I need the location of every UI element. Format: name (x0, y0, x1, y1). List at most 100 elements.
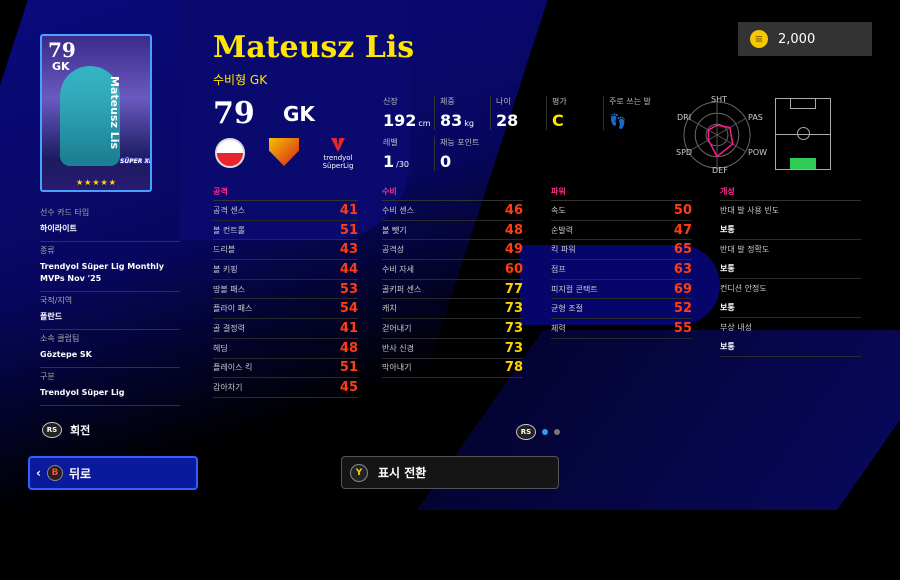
label: 재능 포인트 (440, 138, 480, 147)
stat-row: 균형 조절 52 (551, 299, 692, 320)
section-title: 공격 (213, 186, 358, 201)
b-button-icon: B (46, 465, 63, 481)
stat-row: 막아내기 78 (382, 359, 523, 379)
stat-value: 53 (339, 281, 358, 297)
stat-value: 65 (673, 242, 692, 258)
stat-row: 골 결정력 41 (213, 319, 358, 339)
stat-row: 감아차기 45 (213, 378, 358, 398)
stat-value: 78 (504, 360, 523, 376)
label: 나이 (496, 97, 511, 106)
player-name: Mateusz Lis (213, 30, 415, 65)
card-position: GK (52, 60, 70, 73)
detail-item: 소속 클럽팀 Göztepe SK (40, 330, 180, 368)
max: /30 (396, 160, 410, 169)
stat-row: 볼 키핑 44 (213, 260, 358, 280)
trait-name: 반대 발 사용 빈도 (720, 206, 780, 215)
radar-polygon (707, 124, 734, 158)
section-title: 파워 (551, 186, 692, 201)
unit: kg (464, 119, 474, 128)
radar-chart (683, 101, 751, 169)
back-button[interactable]: ‹ B 뒤로 (28, 456, 198, 490)
stat-value: 55 (673, 320, 692, 336)
position-pitch (775, 98, 831, 170)
stat-value: 41 (339, 202, 358, 218)
radar-label: SHT (711, 95, 727, 104)
radar-label: DRI (677, 113, 692, 122)
stat-row: 드리블 43 (213, 240, 358, 261)
stat-name: 걷어내기 (382, 323, 412, 333)
stat-row: 땅볼 패스 53 (213, 280, 358, 300)
stat-row: 피지컬 콘택트 69 (551, 280, 692, 300)
stat-name: 골키퍼 센스 (382, 284, 422, 294)
rating-cell: 평가 C (546, 96, 567, 130)
league-logo-text: SüperLig (322, 162, 354, 170)
stat-row: 반사 신경 73 (382, 339, 523, 359)
stat-row: 플라이 패스 54 (213, 299, 358, 320)
player-image (60, 66, 120, 166)
league-logo-text: trendyol (323, 154, 353, 162)
trait-name: 컨디션 안정도 (720, 284, 767, 293)
radar-axis-dri (688, 118, 718, 136)
stat-row: 걷어내기 73 (382, 319, 523, 339)
stat-value: 73 (504, 320, 523, 336)
label: 평가 (552, 97, 567, 106)
stat-row: 킥 파워 65 (551, 240, 692, 261)
stat-value: 47 (673, 222, 692, 238)
stat-value: 45 (339, 380, 358, 396)
detail-value: Trendyol Süper Lig Monthly MVPs Nov '25 (40, 262, 164, 283)
age-cell: 나이 28 (490, 96, 518, 130)
page-dot-2[interactable] (554, 429, 560, 435)
stat-row: 볼 컨트롤 51 (213, 221, 358, 241)
value: 192 (383, 111, 417, 130)
page-indicator[interactable]: RS (516, 424, 560, 440)
chevron-left-icon: ‹ (36, 466, 41, 480)
stat-name: 볼 키핑 (213, 264, 238, 274)
detail-item: 종류 Trendyol Süper Lig Monthly MVPs Nov '2… (40, 242, 180, 292)
label: 주로 쓰는 발 (609, 97, 651, 106)
detail-value: Trendyol Süper Lig (40, 388, 125, 397)
stat-value: 50 (673, 202, 692, 218)
stat-row: 공격 센스 41 (213, 201, 358, 221)
stat-value: 48 (504, 222, 523, 238)
stat-row: 속도 50 (551, 201, 692, 221)
trait-name: 부상 내성 (720, 323, 752, 332)
rotate-button[interactable]: RS 회전 (42, 422, 90, 438)
stat-name: 속도 (551, 205, 566, 215)
stat-row: 플레이스 킥 51 (213, 359, 358, 379)
stat-row: 헤딩 48 (213, 339, 358, 359)
stat-row: 골키퍼 센스 77 (382, 280, 523, 300)
stat-name: 헤딩 (213, 343, 228, 353)
stat-name: 땅볼 패스 (213, 284, 245, 294)
league-mark-icon (331, 138, 345, 152)
page-dot-1[interactable] (542, 429, 548, 435)
stat-value: 46 (504, 202, 523, 218)
stat-name: 공격성 (382, 245, 405, 255)
card-overall: 79 (48, 38, 76, 62)
stat-name: 감아차기 (213, 383, 243, 393)
stat-name: 체력 (551, 323, 566, 333)
radar-axis-spd (688, 134, 718, 152)
stat-name: 공격 센스 (213, 205, 245, 215)
stat-row: 공격성 49 (382, 240, 523, 261)
playstyle: 수비형 GK (213, 73, 268, 87)
stat-value: 41 (339, 320, 358, 336)
stat-row: 볼 뺏기 48 (382, 221, 523, 241)
stat-name: 수비 자세 (382, 264, 414, 274)
stat-value: 63 (673, 261, 692, 277)
back-label: 뒤로 (68, 466, 92, 481)
trait-value: 보통 (720, 225, 735, 234)
value: 83 (440, 111, 463, 130)
overall-rating: 79 (213, 96, 255, 131)
detail-label: 구분 (40, 372, 55, 381)
rs-stick-icon: RS (42, 422, 62, 438)
unit: cm (418, 119, 431, 128)
detail-label: 종류 (40, 246, 55, 255)
value: 1 (383, 152, 395, 171)
feet-icon: 👣 (609, 114, 627, 130)
stat-name: 수비 센스 (382, 205, 414, 215)
radar-label: SPD (676, 148, 693, 157)
toggle-display-button[interactable]: Y 표시 전환 (341, 456, 559, 489)
stat-name: 플레이스 킥 (213, 363, 253, 373)
stat-row: 수비 자세 60 (382, 260, 523, 280)
player-card[interactable]: 79 GK Mateusz Lis SÜPER XI ★★★★★ (40, 34, 152, 192)
